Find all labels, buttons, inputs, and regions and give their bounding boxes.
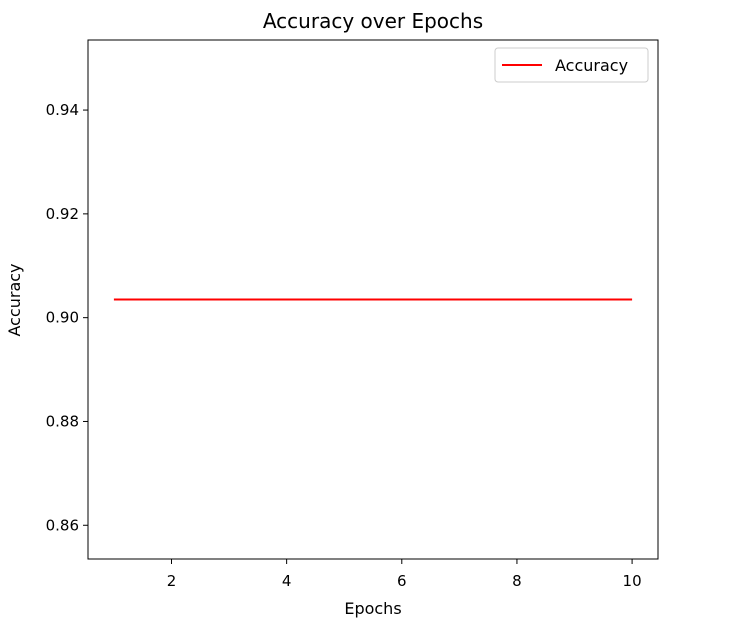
x-tick-label: 2 [167, 572, 177, 590]
y-axis-ticks: 0.86 0.88 0.90 0.92 0.94 [46, 101, 88, 534]
chart-title: Accuracy over Epochs [263, 9, 483, 33]
y-tick-label: 0.92 [46, 205, 79, 223]
x-tick-label: 6 [397, 572, 407, 590]
x-tick-label: 8 [512, 572, 522, 590]
x-axis-ticks: 2 4 6 8 10 [167, 559, 642, 590]
y-axis-label: Accuracy [5, 263, 24, 336]
y-tick-label: 0.94 [46, 101, 79, 119]
legend: Accuracy [494, 47, 649, 83]
legend-box [494, 47, 649, 83]
y-tick-label: 0.88 [46, 412, 79, 430]
y-tick-label: 0.90 [46, 309, 79, 327]
x-tick-label: 4 [282, 572, 292, 590]
legend-label-accuracy: Accuracy [555, 56, 628, 75]
plot-frame [87, 39, 659, 560]
x-tick-label: 10 [623, 572, 642, 590]
x-axis-label: Epochs [344, 599, 401, 618]
y-tick-label: 0.86 [46, 516, 79, 534]
